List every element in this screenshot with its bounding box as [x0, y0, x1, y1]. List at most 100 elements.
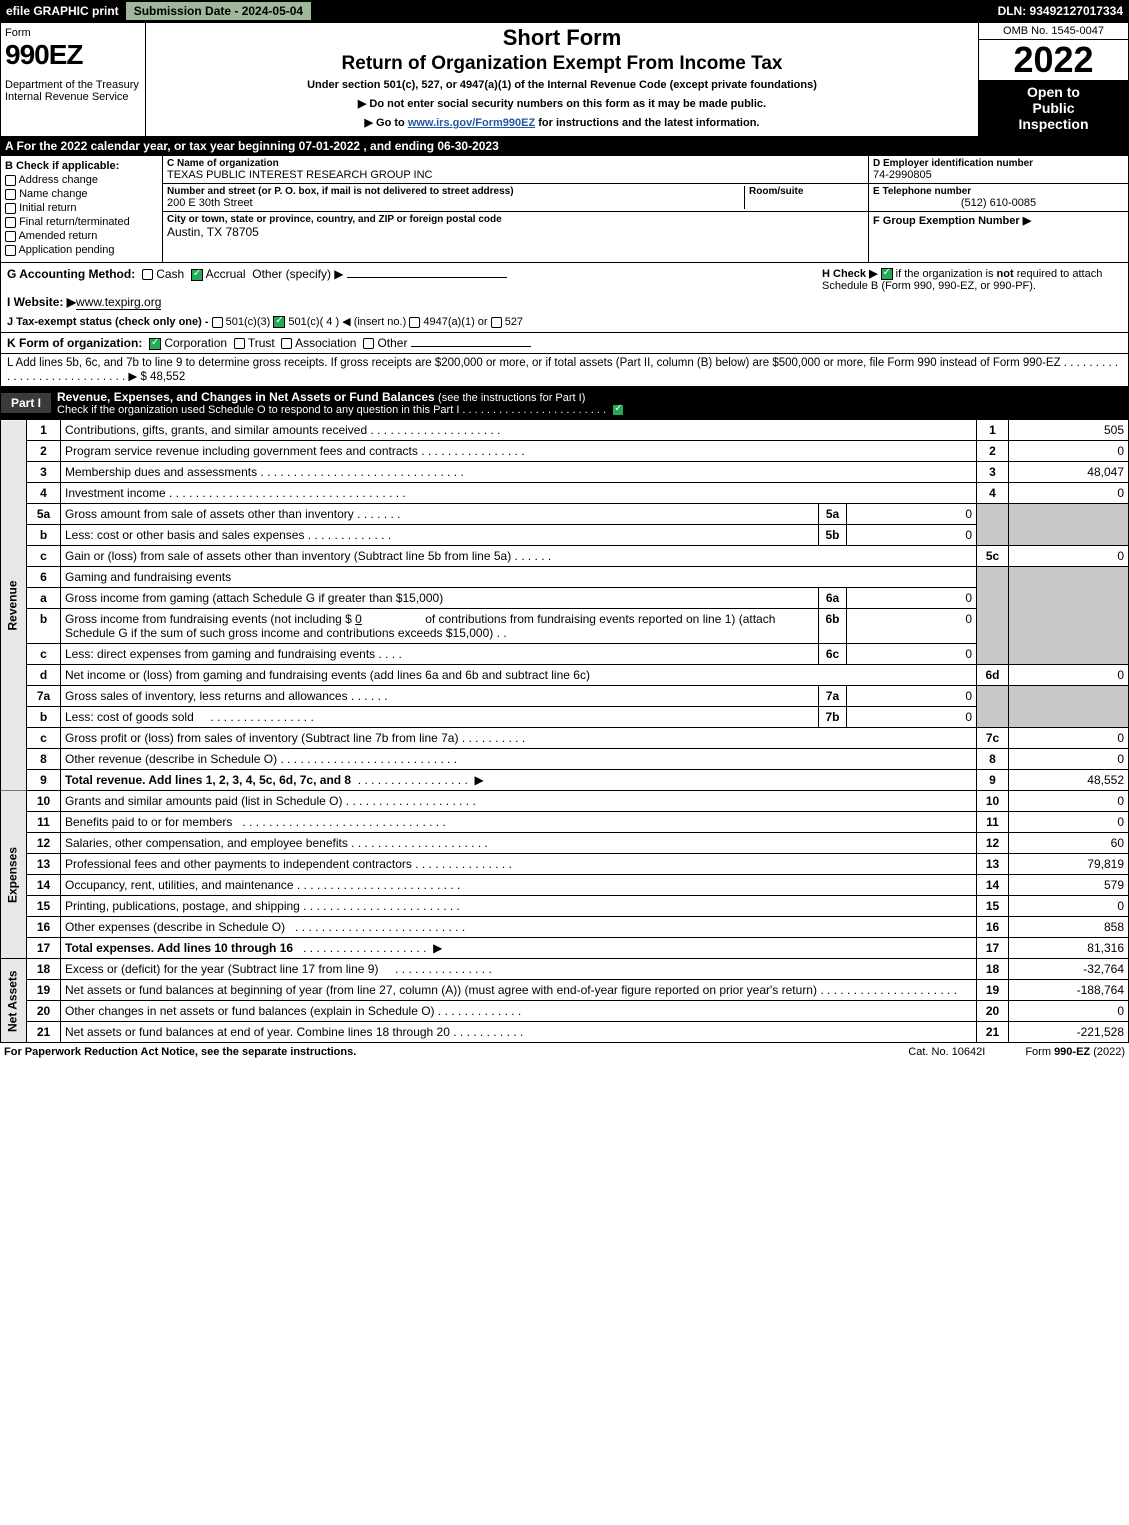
grp-cell: F Group Exemption Number ▶: [869, 212, 1128, 229]
telephone: (512) 610-0085: [873, 197, 1124, 209]
side-expenses: Expenses: [1, 791, 27, 959]
street-cell: Number and street (or P. O. box, if mail…: [163, 184, 868, 212]
chk-h[interactable]: [881, 268, 893, 280]
ln-7c: Gross profit or (loss) from sales of inv…: [61, 728, 977, 749]
row-a: A For the 2022 calendar year, or tax yea…: [0, 137, 1129, 156]
tel-cell: E Telephone number (512) 610-0085: [869, 184, 1128, 212]
chk-cash[interactable]: [142, 269, 153, 280]
irs-link[interactable]: www.irs.gov/Form990EZ: [408, 117, 535, 129]
ln-4: Investment income . . . . . . . . . . . …: [61, 483, 977, 504]
chk-other[interactable]: [363, 338, 374, 349]
ln-3: Membership dues and assessments . . . . …: [61, 462, 977, 483]
omb-number: OMB No. 1545-0047: [979, 23, 1128, 40]
ln-6a: Gross income from gaming (attach Schedul…: [61, 588, 819, 609]
ln-5b: Less: cost or other basis and sales expe…: [61, 525, 819, 546]
col-c: C Name of organization TEXAS PUBLIC INTE…: [163, 156, 868, 262]
chk-corp[interactable]: [149, 338, 161, 350]
ein: 74-2990805: [873, 169, 1124, 181]
line-l: L Add lines 5b, 6c, and 7b to line 9 to …: [0, 354, 1129, 387]
ln-7a: Gross sales of inventory, less returns a…: [61, 686, 819, 707]
dept-1: Department of the Treasury: [5, 79, 141, 91]
form-label: Form: [5, 27, 141, 39]
ln-16: Other expenses (describe in Schedule O) …: [61, 917, 977, 938]
efile-print[interactable]: efile GRAPHIC print: [0, 2, 125, 20]
line-h: H Check ▶ if the organization is not req…: [822, 267, 1122, 328]
city: Austin, TX 78705: [167, 225, 864, 239]
chk-pending[interactable]: Application pending: [5, 244, 158, 256]
footer-left: For Paperwork Reduction Act Notice, see …: [4, 1046, 356, 1058]
ln-19: Net assets or fund balances at beginning…: [61, 980, 977, 1001]
line-k: K Form of organization: Corporation Trus…: [0, 333, 1129, 354]
org-name-cell: C Name of organization TEXAS PUBLIC INTE…: [163, 156, 868, 184]
gross-receipts: 48,552: [150, 371, 185, 383]
line-g: G Accounting Method: Cash Accrual Other …: [7, 267, 822, 281]
part-i-header: Part I Revenue, Expenses, and Changes in…: [0, 387, 1129, 420]
title-short-form: Short Form: [152, 25, 972, 51]
col-b: B Check if applicable: Address change Na…: [1, 156, 163, 262]
ln-6b: Gross income from fundraising events (no…: [61, 609, 819, 644]
col-def: D Employer identification number 74-2990…: [868, 156, 1128, 262]
chk-501c3[interactable]: [212, 317, 223, 328]
ln-10: Grants and similar amounts paid (list in…: [61, 791, 977, 812]
ln-1: Contributions, gifts, grants, and simila…: [61, 420, 977, 441]
side-revenue: Revenue: [1, 420, 27, 791]
chk-amended[interactable]: Amended return: [5, 230, 158, 242]
form-header: Form 990EZ Department of the Treasury In…: [0, 22, 1129, 137]
ln-1-val: 505: [1009, 420, 1129, 441]
street: 200 E 30th Street: [167, 197, 744, 209]
ln-9: Total revenue. Add lines 1, 2, 3, 4, 5c,…: [61, 770, 977, 791]
chk-initial[interactable]: Initial return: [5, 202, 158, 214]
side-net: Net Assets: [1, 959, 27, 1043]
ln-2: Program service revenue including govern…: [61, 441, 977, 462]
chk-4947[interactable]: [409, 317, 420, 328]
chk-accrual[interactable]: [191, 269, 203, 281]
chk-part-i-o[interactable]: [612, 404, 624, 416]
header-left: Form 990EZ Department of the Treasury In…: [1, 23, 146, 136]
chk-address[interactable]: Address change: [5, 174, 158, 186]
part-i-tag: Part I: [1, 393, 51, 413]
ln-14: Occupancy, rent, utilities, and maintena…: [61, 875, 977, 896]
subtitle: Under section 501(c), 527, or 4947(a)(1)…: [152, 79, 972, 91]
ln-5c: Gain or (loss) from sale of assets other…: [61, 546, 977, 567]
chk-final[interactable]: Final return/terminated: [5, 216, 158, 228]
chk-name[interactable]: Name change: [5, 188, 158, 200]
ln-6c: Less: direct expenses from gaming and fu…: [61, 644, 819, 665]
chk-trust[interactable]: [234, 338, 245, 349]
ln-6d: Net income or (loss) from gaming and fun…: [61, 665, 977, 686]
ln-15: Printing, publications, postage, and shi…: [61, 896, 977, 917]
dln: DLN: 93492127017334: [992, 2, 1129, 20]
ln-17: Total expenses. Add lines 10 through 16 …: [61, 938, 977, 959]
header-right: OMB No. 1545-0047 2022 Open to Public In…: [978, 23, 1128, 136]
bullet-2: ▶ Go to www.irs.gov/Form990EZ for instru…: [152, 116, 972, 129]
form-number: 990EZ: [5, 39, 141, 71]
chk-501c[interactable]: [273, 316, 285, 328]
lines-table: Revenue 1Contributions, gifts, grants, a…: [0, 420, 1129, 1043]
section-ghij: G Accounting Method: Cash Accrual Other …: [0, 263, 1129, 333]
tax-year: 2022: [979, 40, 1128, 80]
title-main: Return of Organization Exempt From Incom…: [152, 53, 972, 75]
ln-8: Other revenue (describe in Schedule O) .…: [61, 749, 977, 770]
footer-right: Form 990-EZ (2022): [1025, 1046, 1125, 1058]
ln-6: Gaming and fundraising events: [61, 567, 977, 588]
ln-1-num: 1: [27, 420, 61, 441]
ln-5a: Gross amount from sale of assets other t…: [61, 504, 819, 525]
ln-21: Net assets or fund balances at end of ye…: [61, 1022, 977, 1043]
ln-12: Salaries, other compensation, and employ…: [61, 833, 977, 854]
dept-2: Internal Revenue Service: [5, 91, 141, 103]
open-inspection: Open to Public Inspection: [979, 80, 1128, 136]
line-i: I Website: ▶www.texpirg.org: [7, 295, 822, 309]
website[interactable]: www.texpirg.org: [76, 295, 161, 310]
chk-assoc[interactable]: [281, 338, 292, 349]
header-mid: Short Form Return of Organization Exempt…: [146, 23, 978, 136]
city-cell: City or town, state or province, country…: [163, 212, 868, 241]
line-j: J Tax-exempt status (check only one) - 5…: [7, 315, 822, 328]
ln-18: Excess or (deficit) for the year (Subtra…: [61, 959, 977, 980]
top-bar: efile GRAPHIC print Submission Date - 20…: [0, 0, 1129, 22]
ln-20: Other changes in net assets or fund bala…: [61, 1001, 977, 1022]
ln-13: Professional fees and other payments to …: [61, 854, 977, 875]
submission-date: Submission Date - 2024-05-04: [125, 1, 312, 21]
ln-7b: Less: cost of goods sold . . . . . . . .…: [61, 707, 819, 728]
chk-527[interactable]: [491, 317, 502, 328]
ein-cell: D Employer identification number 74-2990…: [869, 156, 1128, 184]
org-name: TEXAS PUBLIC INTEREST RESEARCH GROUP INC: [167, 169, 864, 181]
